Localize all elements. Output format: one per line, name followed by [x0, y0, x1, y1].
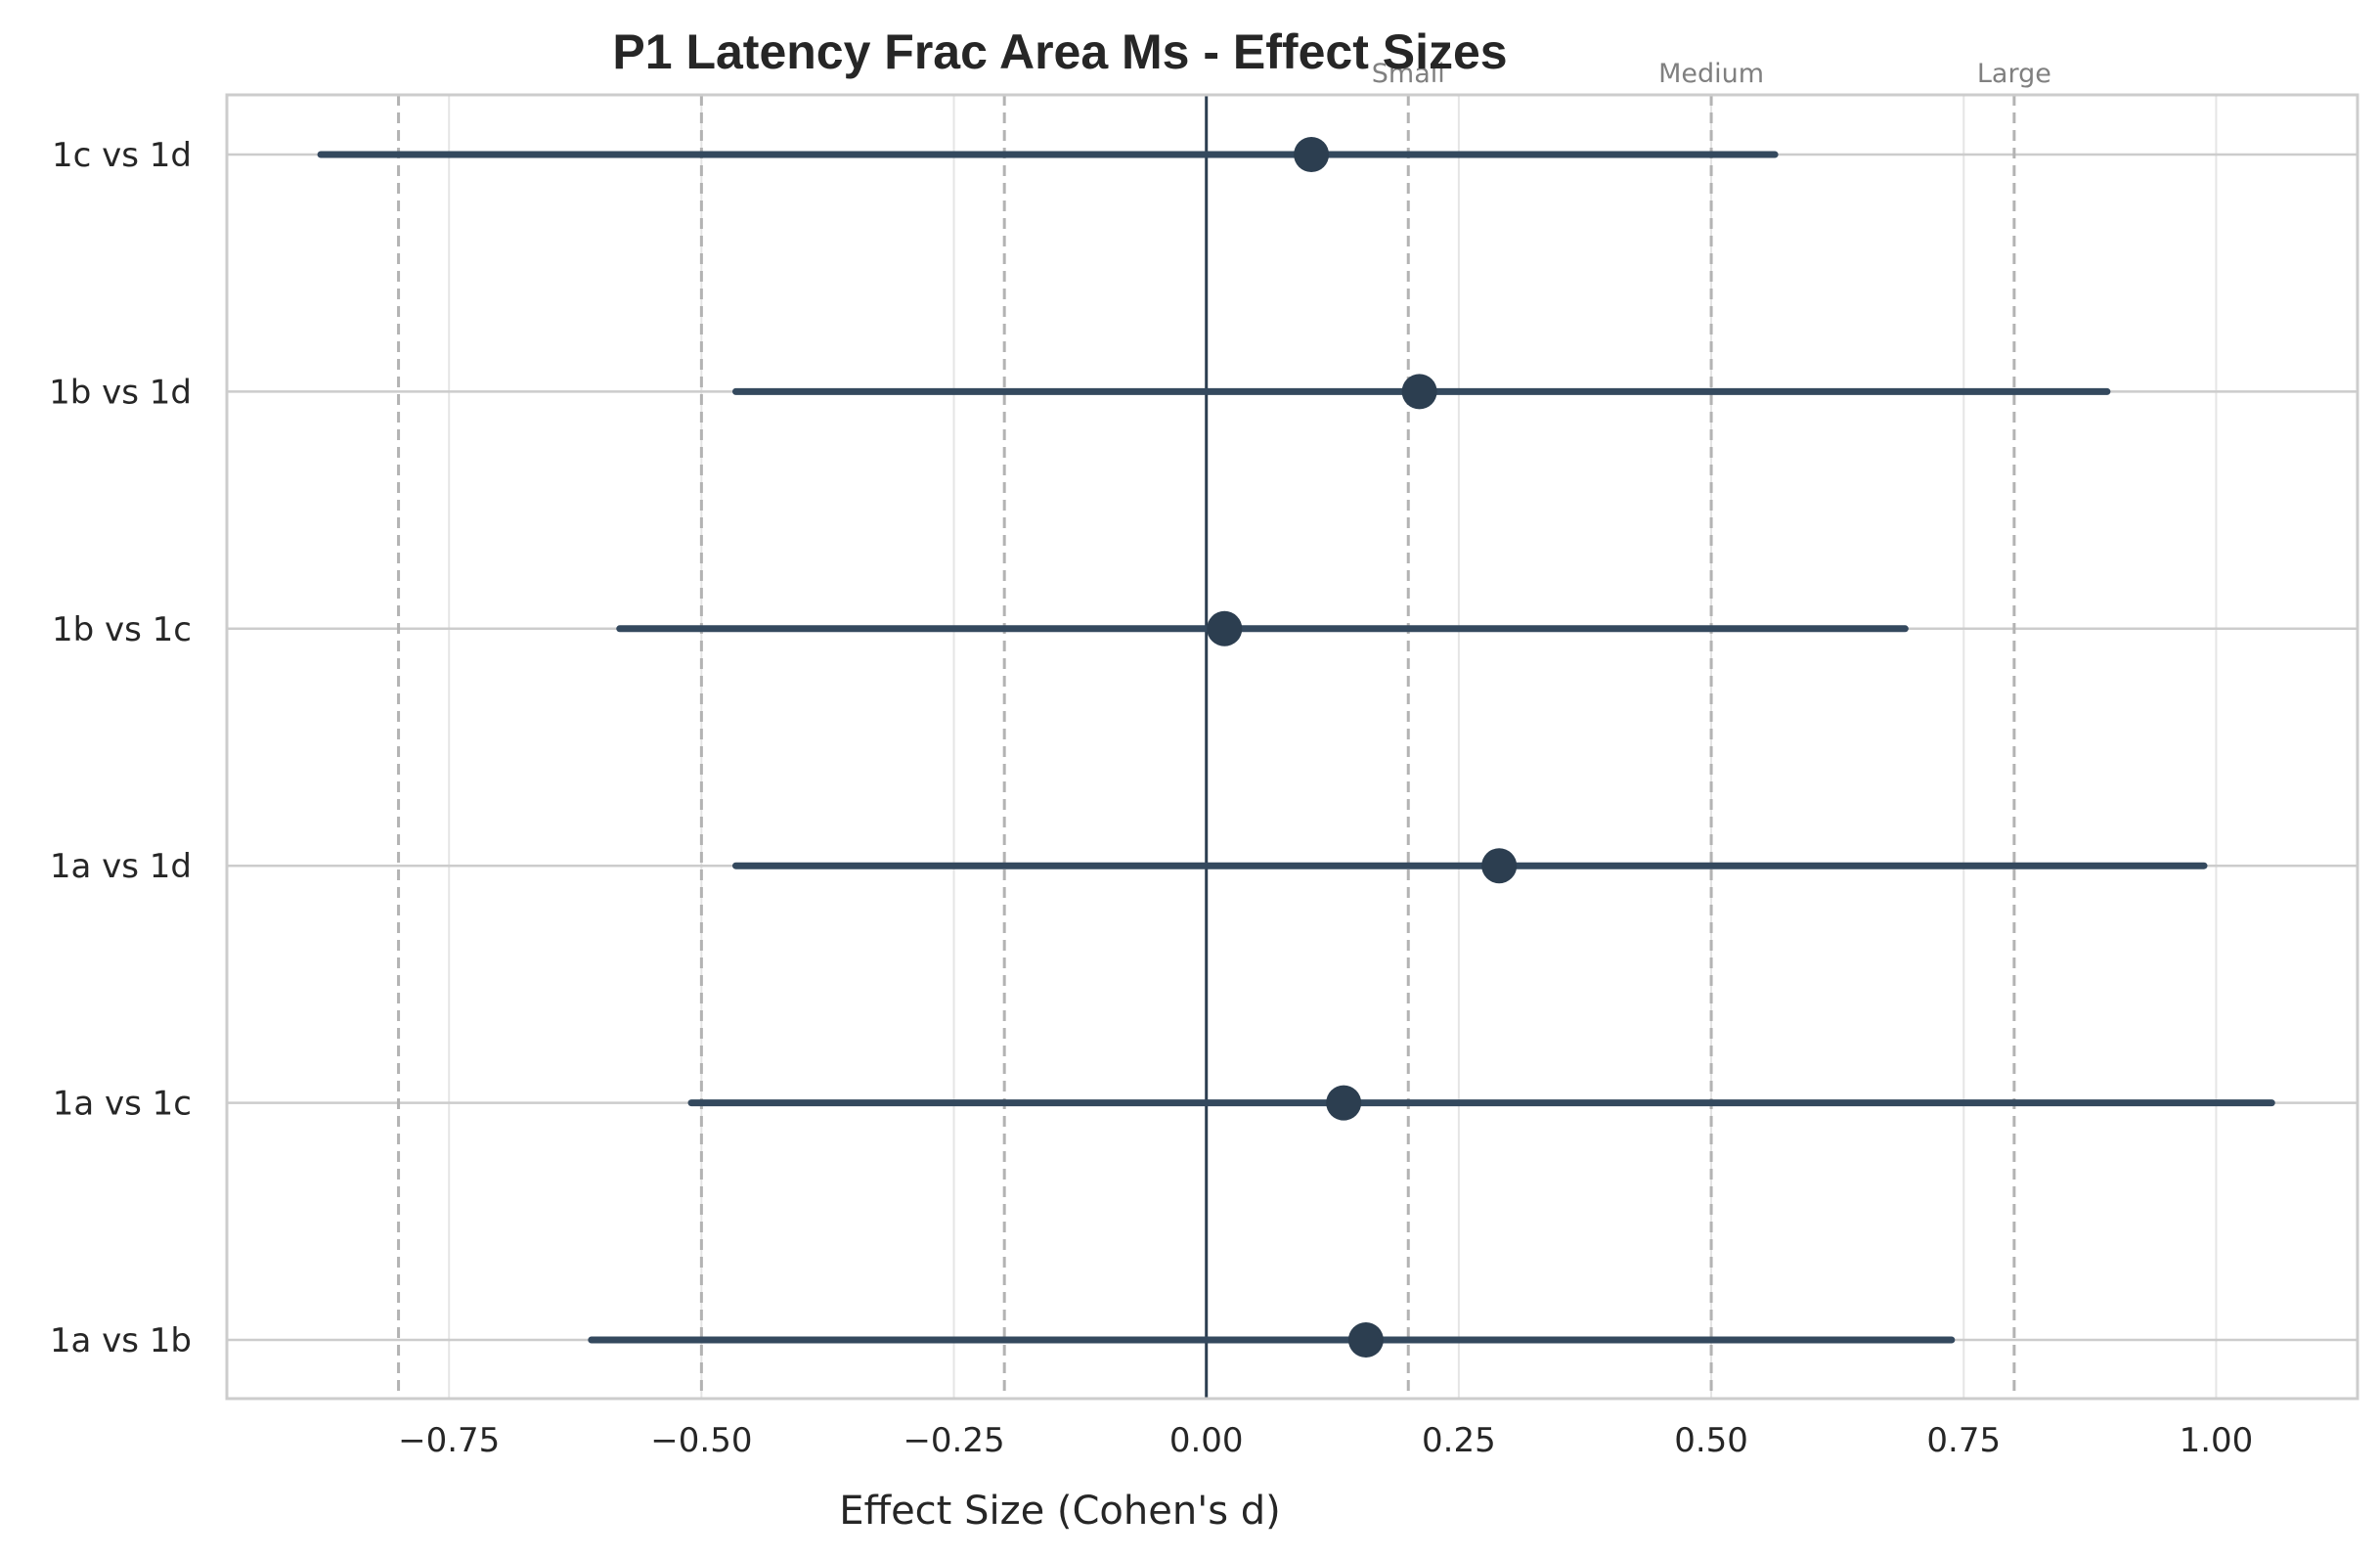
x-tick-label-3: 0.00: [1169, 1421, 1244, 1460]
x-tick-label-5: 0.50: [1674, 1421, 1748, 1460]
effect-point-1: [1401, 374, 1437, 410]
x-tick-label-0: −0.75: [398, 1421, 500, 1460]
effect-markers: [1207, 137, 1518, 1358]
x-axis-label: Effect Size (Cohen's d): [839, 1489, 1281, 1534]
x-tick-label-1: −0.50: [650, 1421, 752, 1460]
x-tick-label-2: −0.25: [903, 1421, 1004, 1460]
reference-label-0: Small: [1372, 59, 1445, 89]
y-tick-label-3: 1a vs 1d: [50, 847, 192, 886]
x-tick-label-4: 0.25: [1422, 1421, 1496, 1460]
reference-line-labels: Small Medium Large: [1372, 59, 2051, 89]
y-tick-label-2: 1b vs 1c: [52, 610, 192, 649]
confidence-intervals: [317, 151, 2275, 1344]
plot-frame: [225, 93, 2359, 1401]
effect-point-3: [1481, 848, 1518, 884]
y-tick-label-0: 1c vs 1d: [52, 136, 192, 175]
reference-label-1: Medium: [1658, 59, 1764, 89]
x-tick-labels: −0.75 −0.50 −0.25 0.00 0.25 0.50 0.75 1.00: [398, 1421, 2253, 1460]
y-tick-label-4: 1a vs 1c: [53, 1085, 192, 1124]
y-tick-labels: 1c vs 1d 1b vs 1d 1b vs 1c 1a vs 1d 1a vs 1c…: [49, 136, 192, 1360]
reference-label-2: Large: [1977, 59, 2051, 89]
y-tick-label-1: 1b vs 1d: [49, 373, 192, 412]
effect-point-5: [1347, 1322, 1384, 1358]
x-tick-label-7: 1.00: [2180, 1421, 2254, 1460]
x-tick-label-6: 0.75: [1926, 1421, 2001, 1460]
effect-size-reference-lines: [397, 95, 2016, 1399]
effect-point-2: [1207, 610, 1243, 646]
effect-point-0: [1294, 137, 1330, 172]
chart-title: P1 Latency Frac Area Ms - Effect Sizes: [612, 24, 1507, 79]
y-tick-label-5: 1a vs 1b: [50, 1321, 192, 1360]
effect-point-4: [1326, 1085, 1362, 1121]
